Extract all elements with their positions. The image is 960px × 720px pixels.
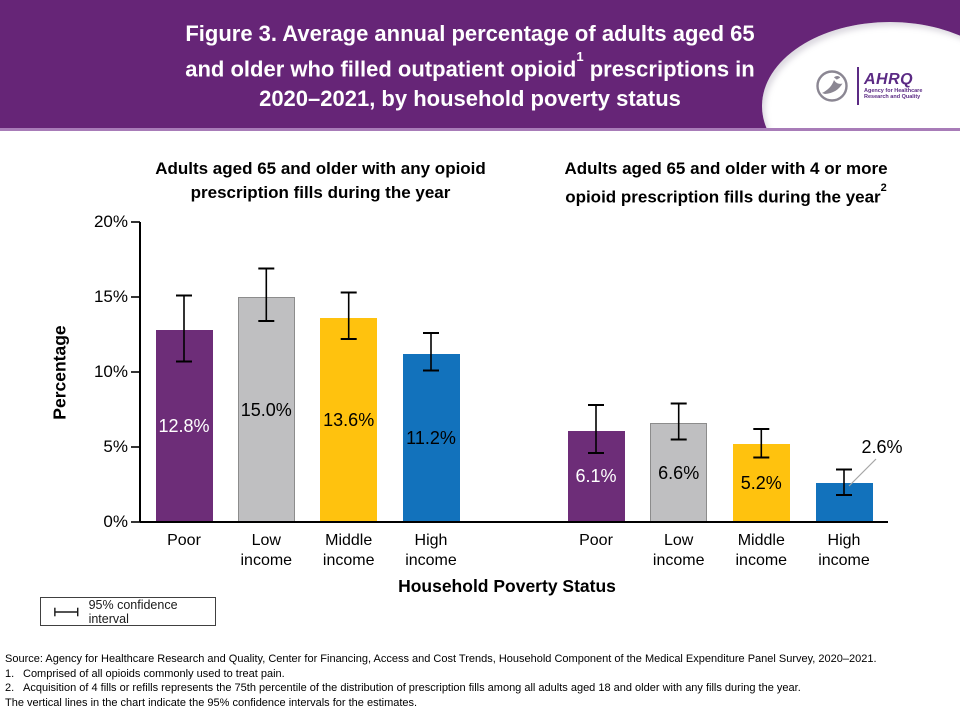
y-tick-label: 10%	[93, 362, 128, 381]
x-category-label: High income	[405, 532, 457, 569]
x-category-label: Poor	[167, 532, 201, 549]
bar-value-label-outside: 2.6%	[861, 437, 903, 457]
x-category-label: Low income	[652, 532, 705, 569]
bar-value-label: 6.6%	[658, 462, 700, 483]
bar-value-label: 12.8%	[158, 416, 210, 436]
bar-group2-middle-income	[732, 444, 790, 522]
y-tick-label: 15%	[93, 287, 128, 306]
panel-subtitle-right: Adults aged 65 and older with 4 or more …	[564, 159, 888, 207]
bar-group1-middle-income	[320, 318, 378, 522]
y-tick-label: 5%	[103, 437, 128, 456]
figure-title-line1: Figure 3. Average annual percentage of a…	[185, 21, 755, 46]
legend-box: 95% confidence interval	[40, 597, 216, 626]
x-category-label: Middle income	[322, 532, 375, 569]
ahrq-logo-content: AHRQ Agency for Healthcare Research and …	[812, 66, 922, 106]
error-bar-icon	[54, 607, 79, 616]
bar-group2-low-income	[650, 423, 708, 522]
label-leader-line	[848, 458, 877, 487]
ahrq-tagline-line1: Agency for Healthcare	[864, 87, 923, 94]
footnote-1: 1. Comprised of all opioids commonly use…	[5, 667, 285, 680]
footnote-2: 2. Acquisition of 4 fills or refills rep…	[5, 682, 801, 694]
hhs-eagle-icon	[816, 70, 848, 102]
figure-title-line3: 2020–2021, by household poverty status	[259, 86, 681, 112]
ahrq-wordmark: AHRQ	[864, 70, 914, 88]
bar-value-label: 11.2%	[406, 428, 456, 448]
bar-group1-low-income	[237, 297, 295, 522]
panel-subtitle-left: Adults aged 65 and older with any opioid…	[155, 159, 486, 202]
x-category-label: Low income	[240, 532, 293, 569]
x-category-label: Middle income	[735, 532, 788, 569]
footnote-ref-2: 2	[880, 182, 887, 194]
bar-group1-poor	[155, 330, 213, 522]
bar-group2-high-income	[815, 483, 873, 522]
ahrq-tagline-line2: Research and Quality	[864, 94, 921, 100]
ci-note-line: The vertical lines in the chart indicate…	[5, 696, 418, 709]
header-banner: Figure 3. Average annual percentage of a…	[0, 0, 960, 131]
figure-title: Figure 3. Average annual percentage of a…	[110, 19, 830, 114]
y-tick-label: 0%	[103, 512, 128, 531]
x-category-label: Poor	[579, 532, 613, 549]
logo-divider	[857, 67, 859, 105]
source-line: Source: Agency for Healthcare Research a…	[5, 653, 877, 665]
footer-notes: Source: Agency for Healthcare Research a…	[5, 652, 955, 710]
footnote-ref-1: 1	[576, 49, 584, 64]
y-tick-label: 20%	[93, 212, 128, 231]
figure-title-line2: and older who filled outpatient opioid1 …	[185, 49, 755, 82]
ahrq-wordmark-block: AHRQ Agency for Healthcare Research and …	[864, 70, 923, 101]
bar-value-label: 6.1%	[575, 466, 617, 487]
bar-value-label: 15.0%	[240, 399, 292, 420]
bar-value-label: 13.6%	[323, 410, 375, 430]
x-category-label: High income	[818, 532, 870, 569]
legend-label: 95% confidence interval	[88, 597, 178, 626]
bar-group2-poor	[567, 430, 625, 522]
y-axis-title: Percentage	[49, 325, 70, 420]
bar-group1-high-income	[402, 354, 460, 522]
bar-value-label: 5.2%	[740, 473, 782, 493]
x-axis-title: Household Poverty Status	[398, 576, 616, 596]
